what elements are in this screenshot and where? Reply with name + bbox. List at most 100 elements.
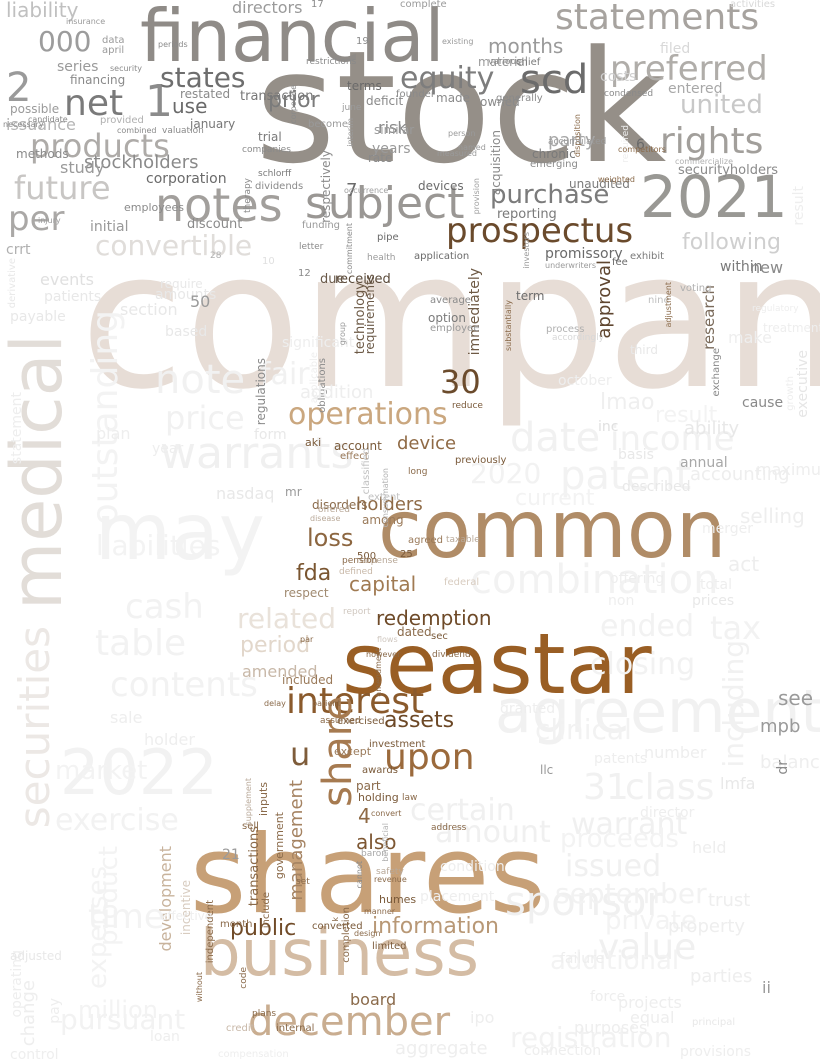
word-registration: registration [510,1021,672,1054]
word-awards: awards [362,765,398,776]
word-million: million [78,996,158,1024]
word-amount: amount [435,815,551,850]
word-address: address [431,823,467,833]
word-states: states [160,61,246,94]
word-law: law [402,793,418,803]
word-7: 7 [346,180,358,201]
word-exercise: exercise [55,803,179,838]
word-taxable: taxable [446,535,480,545]
word-outstanding: outstanding [85,310,126,526]
word-deficit: deficit [366,94,404,108]
word-ipo: ipo [470,1008,495,1027]
word-result: result [655,403,718,428]
word-fair: fair [260,357,310,392]
word-dividend: dividend [432,650,471,660]
word-agreed: agreed [408,535,444,546]
word-derivative: derivative [7,258,18,309]
word-approval: approval [594,260,615,339]
word-table: table [95,623,187,664]
word-period: period [240,633,311,658]
word-company: company [80,210,820,431]
word-issuance: issuance [6,115,76,134]
word-income: income [610,419,735,459]
word-regulations: regulations [254,358,268,426]
word-board: board [350,990,397,1009]
word-crrt: crrt [6,242,31,258]
word-named: named [458,143,486,152]
word-2: 2 [6,65,32,111]
word-emerging: emerging [530,159,578,170]
word-equal: equal [630,1008,675,1027]
word-amendment: amendment [374,648,383,697]
word-june: june [342,103,362,113]
word-k: k [331,917,340,922]
word-holders: holders [356,494,423,515]
word-government: government [273,812,286,880]
word-various: various [488,57,521,67]
word-annual: annual [680,455,728,471]
word-offered: offered [318,505,350,515]
word-exercised: exercised [337,716,385,727]
word-accounting: accounting [690,464,790,485]
word-date: date [510,415,601,461]
word-6: 6 [636,137,645,153]
word-include: include [261,892,272,929]
word-value: value [598,927,697,968]
word-redemption: redemption [376,606,492,630]
word-projects: projects [618,993,682,1012]
word-immediately: immediately [467,268,483,356]
word-transaction: transaction [240,89,314,104]
word-25: 25 [400,549,413,560]
word-interest: interest [286,681,425,722]
word-due: due [320,272,345,287]
word-nine: nine [648,295,670,306]
word-restrictions: restrictions [306,57,357,67]
word-weighted: weighted [598,175,635,184]
word-chronic: chronic [532,147,576,161]
word-assumed: assumed [320,716,361,726]
word-loan: loan [150,1029,180,1045]
word-dividends: dividends [255,181,304,192]
word-founder: founder [396,89,435,100]
word-statements: statements [555,0,760,38]
word-10: 10 [262,256,275,267]
word-certain: certain [410,793,515,828]
word-series: series [57,59,99,75]
word-50: 50 [190,292,211,311]
word-competitors: competitors [618,145,666,154]
word-pursuant: pursuant [60,1003,186,1036]
word-price: price [165,399,245,437]
word-future: future [14,169,111,207]
word-additional: additional [550,946,680,976]
word-convert: convert [371,809,402,818]
word-17: 17 [311,0,324,10]
word-delay: delay [264,699,286,708]
word-notes: notes [155,178,283,232]
word-disease: disease [310,514,341,523]
word-current: current [515,486,595,511]
word-31: 31 [583,767,629,808]
word-terms: terms [347,79,382,93]
word-public: public [230,916,297,941]
word-prior: prior [268,88,320,113]
word-financing: financing [70,73,126,87]
word-voting: voting [680,283,712,294]
word-term: term [516,289,545,303]
word-health: health [367,253,396,263]
word-loss: loss [307,524,354,552]
word-merger: merger [702,521,754,537]
word-year: year [152,441,184,457]
word-patients: patients [44,289,102,305]
word-form: form [254,427,287,443]
word-flows: flows [377,635,398,644]
word-1: 1 [145,76,173,127]
word-rights: rights [660,121,764,162]
word-cash: cash [125,587,204,627]
word-see: see [778,686,814,710]
word-september: september [555,877,707,910]
word-acquisition: acquisition [489,130,503,196]
word-sell: sell [242,821,259,832]
word-time: time [88,897,165,937]
word-third: third [630,343,658,357]
word-amended: amended [242,662,318,681]
